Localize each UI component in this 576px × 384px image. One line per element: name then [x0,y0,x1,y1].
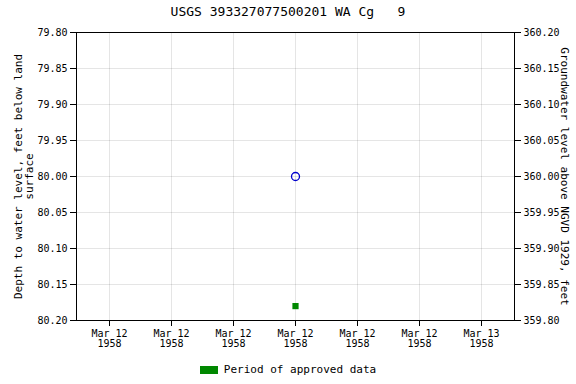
svg-text:Mar 121958: Mar 121958 [215,328,251,349]
svg-text:Depth to water level, feet bel: Depth to water level, feet below landsur… [12,54,36,299]
svg-text:80.15: 80.15 [37,279,67,290]
svg-text:79.90: 79.90 [37,99,67,110]
svg-text:359.80: 359.80 [524,315,560,326]
svg-text:360.20: 360.20 [524,27,560,38]
svg-text:Mar 121958: Mar 121958 [91,328,127,349]
html-text:USGS 393327077500201 WA Cg 9: USGS 393327077500201 WA Cg 9 [170,4,406,19]
svg-text:360.00: 360.00 [524,171,560,182]
svg-text:Mar 121958: Mar 121958 [277,328,313,349]
svg-text:80.10: 80.10 [37,243,67,254]
svg-text:79.95: 79.95 [37,135,67,146]
svg-text:360.05: 360.05 [524,135,560,146]
svg-text:80.05: 80.05 [37,207,67,218]
svg-text:Mar 131958: Mar 131958 [463,328,499,349]
svg-text:359.95: 359.95 [524,207,560,218]
svg-text:79.80: 79.80 [37,27,67,38]
svg-text:360.15: 360.15 [524,63,560,74]
svg-text:359.85: 359.85 [524,279,560,290]
svg-text:Mar 121958: Mar 121958 [401,328,437,349]
svg-text:Groundwater level above NGVD 1: Groundwater level above NGVD 1929, feet [558,47,571,305]
svg-text:79.85: 79.85 [37,63,67,74]
svg-text:80.20: 80.20 [37,315,67,326]
html-text:Period of approved data: Period of approved data [223,363,377,376]
svg-text:Mar 121958: Mar 121958 [153,328,189,349]
svg-text:359.90: 359.90 [524,243,560,254]
svg-text:360.10: 360.10 [524,99,560,110]
svg-text:80.00: 80.00 [37,171,67,182]
svg-text:Mar 121958: Mar 121958 [339,328,375,349]
